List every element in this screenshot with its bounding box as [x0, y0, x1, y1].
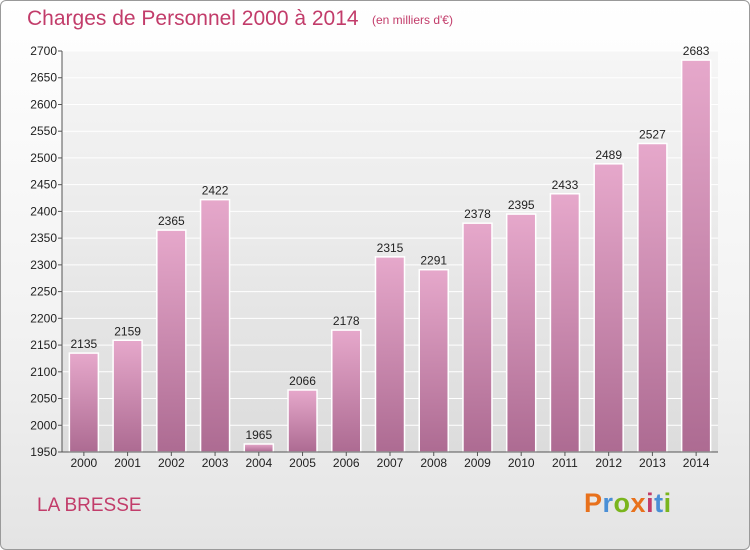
bar-2006: [331, 329, 362, 453]
y-tick-label: 2700: [30, 44, 57, 58]
x-tick-label: 2010: [508, 456, 535, 470]
commune-name: LA BRESSE: [37, 495, 142, 516]
data-label-2008: 2291: [420, 254, 447, 268]
y-tick-label: 2650: [30, 71, 57, 85]
data-label-2014: 2683: [683, 44, 710, 58]
bar-2001: [112, 339, 143, 453]
logo-letter: x: [630, 488, 647, 518]
data-label-2010: 2395: [508, 198, 535, 212]
y-tick-label: 2000: [30, 418, 57, 432]
data-label-2002: 2365: [158, 214, 185, 228]
y-tick-label: 2150: [30, 338, 57, 352]
bar-2014: [680, 59, 712, 453]
data-label-2004: 1965: [245, 428, 272, 442]
y-tick-label: 2300: [30, 258, 57, 272]
x-tick-label: 2004: [245, 456, 272, 470]
y-tick-label: 2200: [30, 311, 57, 325]
y-tick-label: 2050: [30, 392, 57, 406]
y-tick-label: 2400: [30, 204, 57, 218]
y-tick-label: 2550: [30, 124, 57, 138]
bar-2013: [637, 142, 668, 453]
x-tick-label: 2008: [420, 456, 447, 470]
x-tick-label: 2012: [595, 456, 622, 470]
logo-letter: o: [613, 488, 631, 518]
y-tick-label: 2500: [30, 151, 57, 165]
bar-2005: [287, 389, 318, 453]
logo-letter: i: [663, 488, 672, 518]
data-label-2003: 2422: [202, 184, 229, 198]
bars: 2135 2159 2365 2422 1965 2066 2178 2315 2291 2378…: [68, 44, 712, 453]
x-tick-label: 2002: [158, 456, 185, 470]
y-tick-label: 2100: [30, 365, 57, 379]
x-tick-label: 2000: [71, 456, 98, 470]
x-tick-label: 2001: [114, 456, 141, 470]
x-tick-label: 2013: [639, 456, 666, 470]
bar-2008: [418, 268, 449, 453]
bar-2003: [199, 198, 231, 453]
bar-2010: [505, 213, 537, 453]
x-tick-label: 2005: [289, 456, 316, 470]
logo-letter: i: [646, 488, 655, 518]
y-tick-label: 2450: [30, 178, 57, 192]
data-label-2006: 2178: [333, 314, 360, 328]
x-tick-label: 2011: [552, 456, 578, 470]
bar-2002: [156, 229, 187, 453]
data-label-2012: 2489: [595, 148, 622, 162]
y-tick-label: 2250: [30, 285, 57, 299]
data-label-2013: 2527: [639, 127, 666, 141]
x-tick-label: 2007: [377, 456, 404, 470]
bar-2011: [549, 193, 581, 453]
x-tick-label: 2009: [464, 456, 491, 470]
bar-2004: [243, 443, 275, 453]
data-label-2001: 2159: [114, 324, 141, 338]
bar-2009: [462, 222, 493, 453]
data-label-2011: 2433: [552, 178, 579, 192]
data-label-2005: 2066: [289, 374, 316, 388]
x-tick-label: 2014: [683, 456, 710, 470]
bar-2012: [593, 163, 624, 453]
y-tick-label: 1950: [30, 445, 57, 459]
data-label-2007: 2315: [377, 241, 404, 255]
chart-subtitle: (en milliers d'€): [372, 13, 453, 27]
logo-letter: r: [602, 488, 614, 518]
axes: 1950 2000 2050 2100 2150 2200 2250 2300 2350 2400…: [30, 44, 718, 470]
proxiti-logo[interactable]: Proxiti: [584, 488, 672, 519]
x-tick-label: 2006: [333, 456, 360, 470]
logo-letter: t: [654, 488, 664, 518]
data-label-2000: 2135: [71, 337, 98, 351]
bar-2007: [374, 256, 406, 453]
x-tick-label: 2003: [202, 456, 229, 470]
logo-letter: P: [584, 488, 603, 518]
chart-title: Charges de Personnel 2000 à 2014: [27, 7, 359, 30]
bar-2000: [68, 352, 100, 453]
y-tick-label: 2350: [30, 231, 57, 245]
y-tick-label: 2600: [30, 97, 57, 111]
data-label-2009: 2378: [464, 207, 491, 221]
